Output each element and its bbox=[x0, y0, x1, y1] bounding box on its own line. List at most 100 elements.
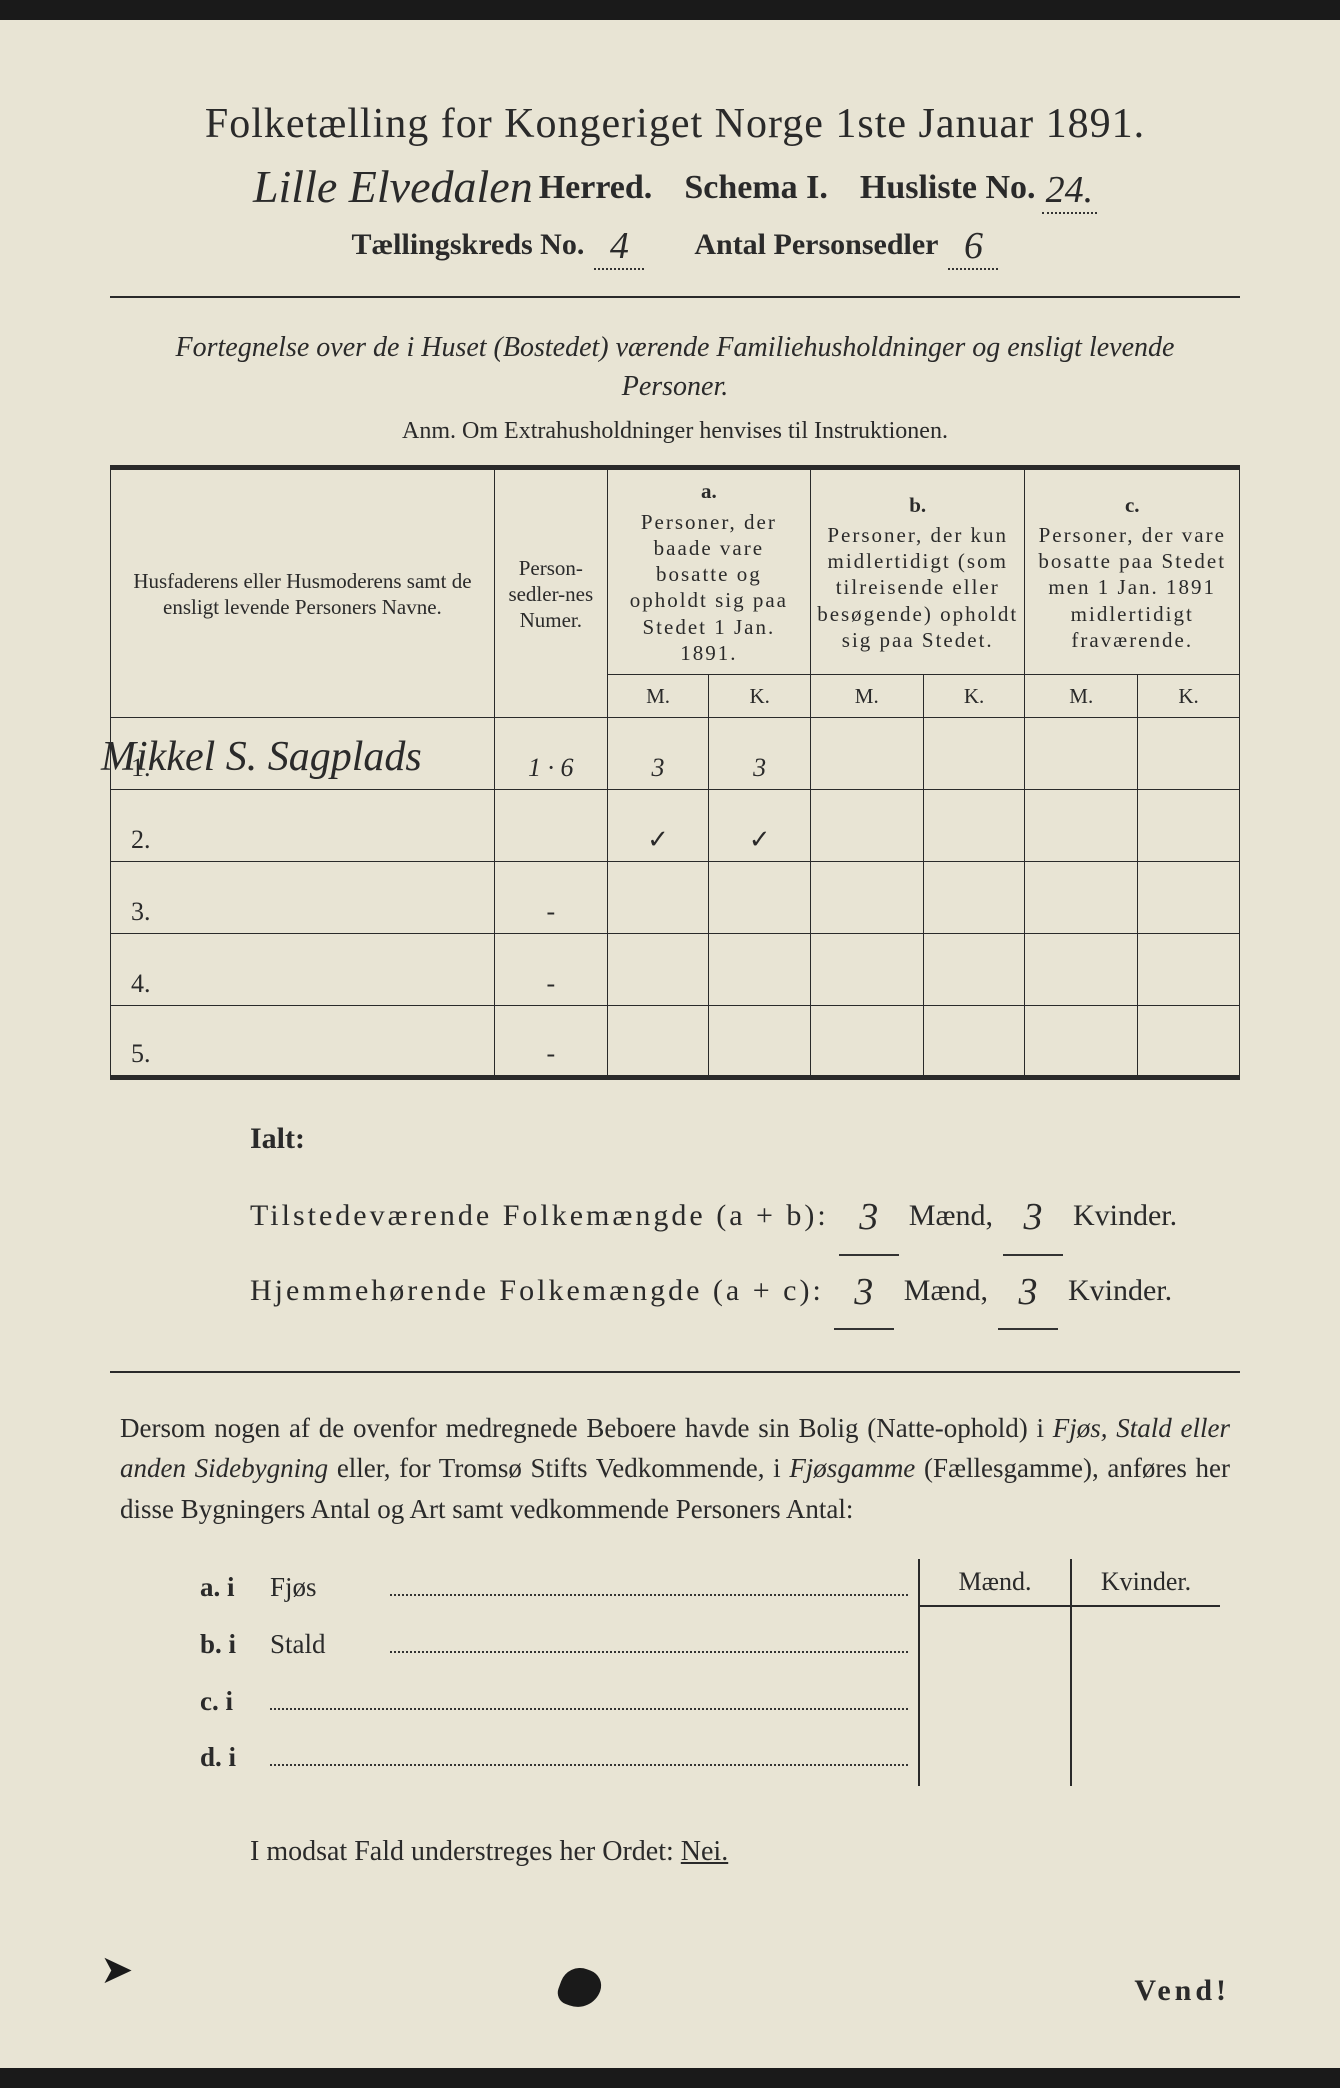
cell-b-m bbox=[810, 862, 923, 934]
census-form-page: Folketælling for Kongeriget Norge 1ste J… bbox=[0, 20, 1340, 2068]
form-title: Folketælling for Kongeriget Norge 1ste J… bbox=[110, 100, 1240, 148]
fortegnelse-text: Fortegnelse over de i Huset (Bostedet) v… bbox=[170, 328, 1180, 406]
anm-text: Anm. Om Extrahusholdninger henvises til … bbox=[110, 418, 1240, 445]
cell-a-k bbox=[709, 1006, 811, 1078]
cell-sedler bbox=[494, 790, 607, 862]
side-mk-columns: Mænd. Kvinder. bbox=[918, 1559, 1220, 1786]
tilstede-kvinder: 3 bbox=[1003, 1181, 1063, 1255]
table-row: 5. - bbox=[111, 1006, 1240, 1078]
table-row: 2. ✓ ✓ bbox=[111, 790, 1240, 862]
col-b-k: K. bbox=[923, 675, 1025, 718]
herred-label: Herred. bbox=[539, 169, 653, 207]
tilstede-maend: 3 bbox=[839, 1181, 899, 1255]
cell-b-k bbox=[923, 790, 1025, 862]
nei-line: I modsat Fald understreges her Ordet: Ne… bbox=[110, 1836, 1240, 1868]
col-c-m: M. bbox=[1025, 675, 1138, 718]
cell-b-m bbox=[810, 934, 923, 1006]
cell-a-m: ✓ bbox=[607, 790, 709, 862]
cell-c-k bbox=[1138, 862, 1240, 934]
dotted-line bbox=[270, 1739, 908, 1766]
side-row: a. i Fjøs bbox=[200, 1559, 918, 1616]
side-row: b. i Stald bbox=[200, 1616, 918, 1673]
dotted-line bbox=[390, 1626, 908, 1653]
cell-b-k bbox=[923, 862, 1025, 934]
ink-blot bbox=[554, 1962, 605, 2013]
cell-a-k bbox=[709, 934, 811, 1006]
vend-label: Vend! bbox=[1134, 1974, 1230, 2008]
hjemme-kvinder: 3 bbox=[998, 1256, 1058, 1330]
cell-c-m bbox=[1025, 790, 1138, 862]
col-b-m: M. bbox=[810, 675, 923, 718]
col-a-m: M. bbox=[607, 675, 709, 718]
cell-c-m bbox=[1025, 718, 1138, 790]
divider-mid bbox=[110, 1371, 1240, 1373]
col-c-k: K. bbox=[1138, 675, 1240, 718]
ialt-label: Ialt: bbox=[250, 1110, 1240, 1167]
row-name-cell: 3. bbox=[111, 862, 495, 934]
kreds-label: Tællingskreds No. bbox=[352, 228, 585, 262]
antal-number: 6 bbox=[948, 224, 998, 270]
dotted-line bbox=[270, 1683, 908, 1710]
cell-sedler: 1 · 6 bbox=[494, 718, 607, 790]
side-rows: a. i Fjøs b. i Stald c. i d. i bbox=[200, 1559, 918, 1786]
cell-sedler: - bbox=[494, 1006, 607, 1078]
cell-a-k bbox=[709, 862, 811, 934]
cell-sedler: - bbox=[494, 934, 607, 1006]
herred-handwritten: Lille Elvedalen bbox=[253, 160, 533, 213]
cell-b-k bbox=[923, 718, 1025, 790]
cell-sedler: - bbox=[494, 862, 607, 934]
cell-a-k: 3 bbox=[709, 718, 811, 790]
cell-c-k bbox=[1138, 934, 1240, 1006]
col-head-a: a. Personer, der baade vare bosatte og o… bbox=[607, 468, 810, 675]
cell-c-k bbox=[1138, 790, 1240, 862]
divider-top bbox=[110, 296, 1240, 298]
col-head-names: Husfaderens eller Husmoderens samt de en… bbox=[111, 468, 495, 718]
col-a-k: K. bbox=[709, 675, 811, 718]
cell-c-m bbox=[1025, 862, 1138, 934]
dersom-paragraph: Dersom nogen af de ovenfor medregnede Be… bbox=[110, 1408, 1240, 1530]
dotted-line bbox=[390, 1569, 908, 1596]
cell-a-m bbox=[607, 934, 709, 1006]
hjemme-line: Hjemmehørende Folkemængde (a + c): 3 Mæn… bbox=[250, 1252, 1240, 1326]
col-head-sedler: Person-sedler-nes Numer. bbox=[494, 468, 607, 718]
husliste-number: 24. bbox=[1042, 168, 1098, 214]
antal-label: Antal Personsedler bbox=[694, 228, 938, 262]
cell-b-k bbox=[923, 934, 1025, 1006]
cell-b-m bbox=[810, 1006, 923, 1078]
arrow-mark: ➤ bbox=[100, 1946, 134, 1993]
col-head-b: b. Personer, der kun midlertidigt (som t… bbox=[810, 468, 1025, 675]
side-col-kvinder: Kvinder. bbox=[1070, 1559, 1220, 1786]
header-line-herred: Lille Elvedalen Herred. Schema I. Huslis… bbox=[110, 156, 1240, 210]
cell-c-k bbox=[1138, 1006, 1240, 1078]
cell-a-m: 3 bbox=[607, 718, 709, 790]
tilstede-line: Tilstedeværende Folkemængde (a + b): 3 M… bbox=[250, 1177, 1240, 1251]
row-name-cell: 4. bbox=[111, 934, 495, 1006]
cell-a-k: ✓ bbox=[709, 790, 811, 862]
cell-c-k bbox=[1138, 718, 1240, 790]
husliste-label: Husliste No. bbox=[860, 169, 1036, 207]
totals-section: Ialt: Tilstedeværende Folkemængde (a + b… bbox=[110, 1110, 1240, 1325]
cell-a-m bbox=[607, 1006, 709, 1078]
row-name-cell: 5. bbox=[111, 1006, 495, 1078]
side-buildings-section: a. i Fjøs b. i Stald c. i d. i Mænd. bbox=[200, 1559, 1220, 1786]
table-row: 3. - bbox=[111, 862, 1240, 934]
cell-b-m bbox=[810, 790, 923, 862]
table-row: 4. - bbox=[111, 934, 1240, 1006]
table-body: 1. Mikkel S. Sagplads 1 · 6 3 3 2. ✓ ✓ bbox=[111, 718, 1240, 1078]
table-row: 1. Mikkel S. Sagplads 1 · 6 3 3 bbox=[111, 718, 1240, 790]
row-name-cell: 2. bbox=[111, 790, 495, 862]
row-name-cell: 1. Mikkel S. Sagplads bbox=[111, 718, 495, 790]
header-line-kreds: Tællingskreds No. 4 Antal Personsedler 6 bbox=[110, 220, 1240, 266]
household-table: Husfaderens eller Husmoderens samt de en… bbox=[110, 465, 1240, 1080]
side-row: d. i bbox=[200, 1729, 918, 1786]
side-col-maend: Mænd. bbox=[920, 1559, 1070, 1786]
cell-b-k bbox=[923, 1006, 1025, 1078]
col-head-c: c. Personer, der vare bosatte paa Stedet… bbox=[1025, 468, 1240, 675]
cell-c-m bbox=[1025, 934, 1138, 1006]
cell-a-m bbox=[607, 862, 709, 934]
kreds-number: 4 bbox=[594, 224, 644, 270]
hjemme-maend: 3 bbox=[834, 1256, 894, 1330]
cell-b-m bbox=[810, 718, 923, 790]
schema-label: Schema I. bbox=[684, 169, 828, 207]
side-row: c. i bbox=[200, 1673, 918, 1730]
